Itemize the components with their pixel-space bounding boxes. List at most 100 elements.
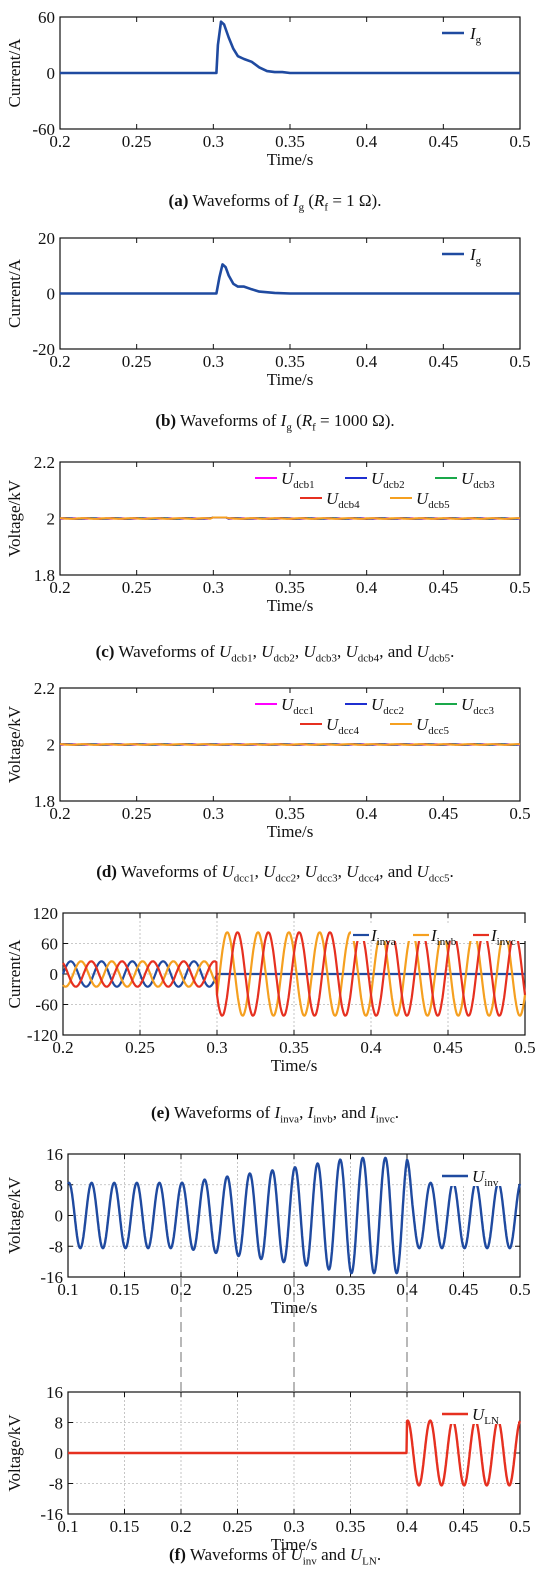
legend-label: Iinvc: [490, 926, 516, 948]
x-tick-label: 0.5: [509, 1517, 530, 1536]
y-tick-label: 0: [55, 1207, 64, 1226]
y-tick-label: 60: [41, 935, 58, 954]
x-tick-label: 0.3: [203, 578, 224, 597]
x-tick-label: 0.3: [283, 1280, 304, 1299]
series-i-invc: [62, 931, 527, 1017]
y-tick-label: 0: [47, 64, 56, 83]
legend-label: Ig: [469, 24, 482, 46]
y-axis-label: Current/A: [5, 258, 24, 328]
x-tick-label: 0.35: [275, 132, 305, 151]
x-tick-label: 0.2: [49, 352, 70, 371]
x-axis-label: Time/s: [267, 822, 314, 841]
series-i-g: [60, 20, 520, 75]
legend-label: Uinv: [472, 1167, 499, 1189]
x-tick-label: 0.3: [203, 804, 224, 823]
x-tick-label: 0.45: [449, 1280, 479, 1299]
caption-f: (f) Waveforms of Uinv and ULN.: [168, 1545, 382, 1568]
y-tick-label: 8: [55, 1176, 64, 1195]
y-tick-label: 20: [38, 229, 55, 248]
y-tick-label: 2: [47, 736, 56, 755]
x-tick-label: 0.5: [509, 1280, 530, 1299]
x-tick-label: 0.45: [449, 1517, 479, 1536]
x-tick-label: 0.3: [203, 132, 224, 151]
legend-bg: [471, 923, 531, 941]
x-tick-label: 0.25: [223, 1517, 253, 1536]
y-tick-label: -20: [32, 340, 55, 359]
x-tick-label: 0.35: [336, 1517, 366, 1536]
x-tick-label: 0.35: [275, 578, 305, 597]
y-tick-label: -16: [40, 1505, 63, 1524]
legend-label: Udcb4: [326, 489, 360, 511]
legend-label: Udcb3: [461, 469, 495, 491]
x-tick-label: 0.25: [125, 1038, 155, 1057]
y-tick-label: 120: [33, 904, 59, 923]
x-tick-label: 0.5: [509, 578, 530, 597]
y-tick-label: -8: [49, 1475, 63, 1494]
x-tick-label: 0.5: [514, 1038, 535, 1057]
series-u-ln: [67, 1419, 522, 1487]
series-i-inva: [61, 960, 526, 988]
x-tick-label: 0.25: [122, 804, 152, 823]
y-tick-label: -60: [32, 120, 55, 139]
x-axis-label: Time/s: [267, 596, 314, 615]
x-tick-label: 0.15: [110, 1517, 140, 1536]
legend-bg: [438, 1400, 518, 1424]
x-tick-label: 0.45: [428, 804, 458, 823]
y-tick-label: 16: [46, 1145, 63, 1164]
series-u-dcb5: [59, 516, 521, 520]
legend-label: Udcb5: [416, 489, 450, 511]
series-i-g: [60, 263, 520, 295]
chart-f1: 0.1 0.15 0.2 0.25 0.3 0.35 0.4 0.45 0.5 16 8 0 -8 -16…: [5, 1145, 531, 1317]
x-tick-label: 0.4: [396, 1280, 418, 1299]
x-axis-label: Time/s: [271, 1535, 318, 1554]
legend-label: ULN: [472, 1405, 499, 1427]
x-tick-label: 0.35: [275, 352, 305, 371]
chart-b: 0.2 0.25 0.3 0.35 0.4 0.45 0.5 20 0 -20 Time/s Curr…: [5, 229, 531, 389]
legend-bg: [438, 1162, 518, 1186]
y-tick-label: 2: [47, 510, 56, 529]
y-axis-label: Voltage/kV: [5, 705, 24, 783]
x-tick-label: 0.3: [283, 1517, 304, 1536]
x-tick-label: 0.25: [122, 578, 152, 597]
x-tick-label: 0.4: [396, 1517, 418, 1536]
y-axis-label: Voltage/kV: [5, 479, 24, 557]
x-tick-label: 0.1: [57, 1517, 78, 1536]
y-tick-label: 0: [50, 965, 59, 984]
x-tick-label: 0.4: [356, 352, 378, 371]
legend-label: Udcb2: [371, 469, 405, 491]
legend-label: Udcc5: [416, 715, 450, 737]
x-tick-label: 0.25: [223, 1280, 253, 1299]
x-tick-label: 0.4: [356, 804, 378, 823]
y-axis-label: Voltage/kV: [5, 1176, 24, 1254]
series-u-inv: [66, 1156, 522, 1275]
caption-a: (a) Waveforms of Ig (Rf = 1 Ω).: [168, 191, 382, 214]
legend-label: Udcc4: [326, 715, 360, 737]
caption-b: (b) Waveforms of Ig (Rf = 1000 Ω).: [155, 411, 395, 434]
y-tick-label: 1.8: [34, 566, 55, 585]
x-axis-label: Time/s: [267, 150, 314, 169]
chart-d: 0.2 0.25 0.3 0.35 0.4 0.45 0.5 2.2 2 1.8 Time/s Vol…: [5, 679, 531, 841]
y-tick-label: 1.8: [34, 792, 55, 811]
y-tick-label: 16: [46, 1383, 63, 1402]
x-tick-label: 0.4: [356, 578, 378, 597]
y-tick-label: -8: [49, 1237, 63, 1256]
legend-label: Iinvb: [430, 926, 457, 948]
y-axis-label: Voltage/kV: [5, 1414, 24, 1492]
x-tick-label: 0.45: [433, 1038, 463, 1057]
x-tick-label: 0.2: [49, 578, 70, 597]
caption-e: (e) Waveforms of Iinva, Iinvb, and Iinvc…: [151, 1103, 399, 1126]
x-tick-label: 0.2: [170, 1280, 191, 1299]
legend-label: Udcc1: [281, 695, 314, 717]
caption-c: (c) Waveforms of Udcb1, Udcb2, Udcb3, Ud…: [95, 642, 455, 665]
legend-label: Ig: [469, 245, 482, 267]
x-tick-label: 0.45: [428, 578, 458, 597]
x-tick-label: 0.35: [279, 1038, 309, 1057]
y-tick-label: 2.2: [34, 679, 55, 698]
x-tick-label: 0.35: [275, 804, 305, 823]
x-axis-label: Time/s: [267, 370, 314, 389]
chart-c: 0.2 0.25 0.3 0.35 0.4 0.45 0.5 2.2 2 1.8 Time/s Vol…: [5, 453, 531, 615]
x-axis-label: Time/s: [271, 1056, 318, 1075]
x-tick-label: 0.25: [122, 132, 152, 151]
x-tick-label: 0.45: [428, 132, 458, 151]
